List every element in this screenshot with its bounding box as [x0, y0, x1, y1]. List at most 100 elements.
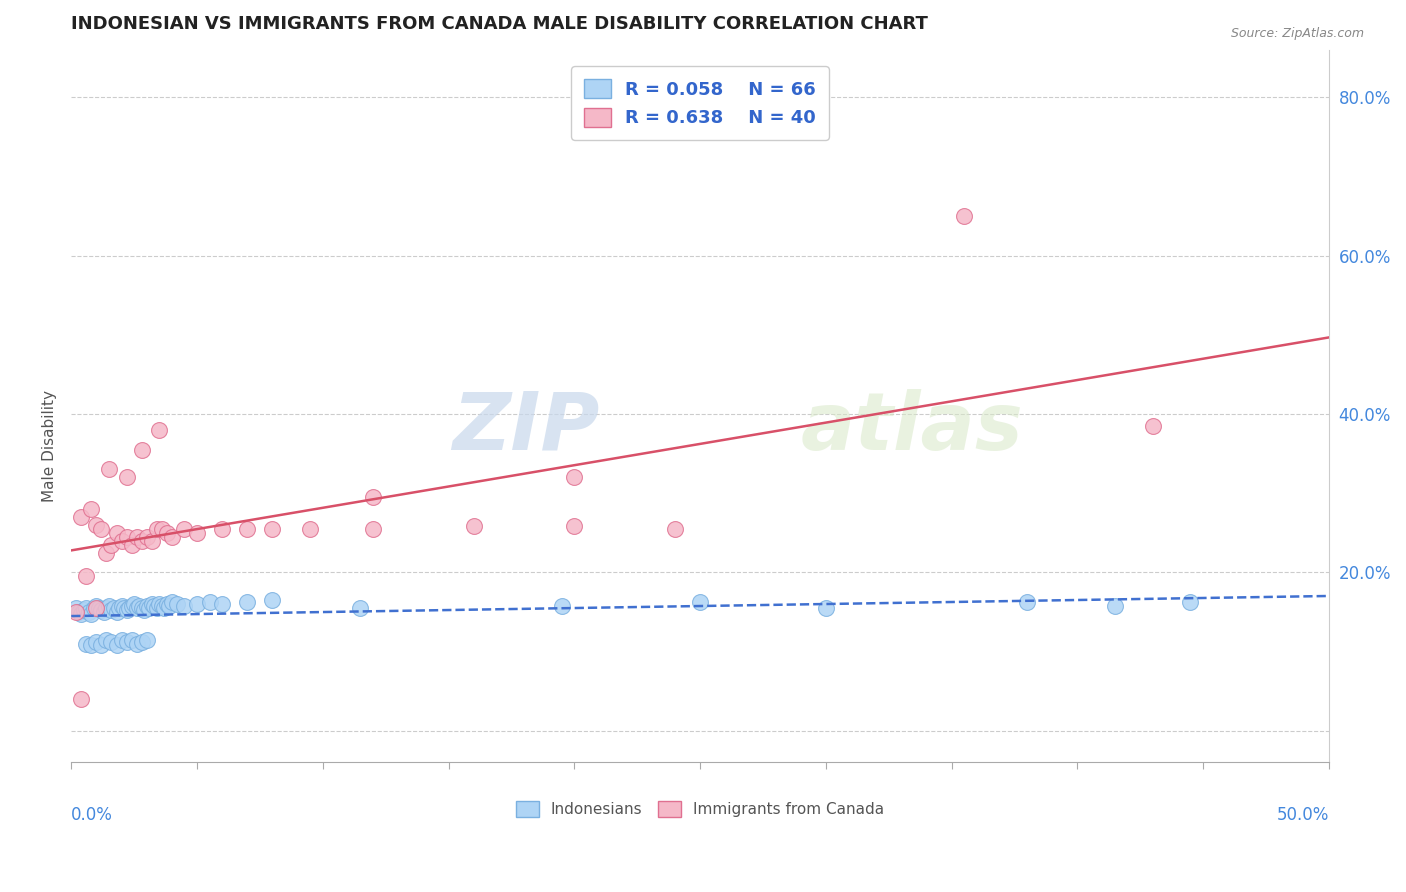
Point [262, 522, 284, 536]
Point [131, 533, 153, 548]
Point [349, 601, 371, 615]
Point [110, 599, 132, 613]
Point [65, 605, 87, 619]
Point [1142, 418, 1164, 433]
Point [115, 530, 138, 544]
Point [150, 599, 173, 613]
Point [128, 599, 150, 613]
Point [96, 546, 118, 560]
Point [112, 601, 135, 615]
Point [150, 522, 173, 536]
Point [122, 597, 145, 611]
Point [141, 597, 163, 611]
Point [361, 490, 384, 504]
Point [93, 605, 115, 619]
Point [664, 522, 686, 536]
Point [166, 597, 188, 611]
Point [86, 517, 108, 532]
Point [953, 209, 976, 223]
Point [160, 595, 183, 609]
Point [145, 601, 167, 615]
Point [135, 530, 157, 544]
Text: 0.0%: 0.0% [72, 806, 112, 824]
Point [135, 632, 157, 647]
Point [105, 638, 128, 652]
Point [157, 599, 180, 613]
Point [148, 423, 170, 437]
Point [141, 533, 163, 548]
Point [115, 635, 138, 649]
Point [131, 601, 153, 615]
Point [73, 603, 96, 617]
Point [75, 601, 97, 615]
Point [262, 593, 284, 607]
Point [131, 442, 153, 457]
Point [67, 605, 90, 619]
Point [689, 595, 711, 609]
Point [299, 522, 322, 536]
Point [211, 597, 233, 611]
Point [83, 601, 105, 615]
Point [103, 601, 125, 615]
Point [121, 632, 143, 647]
Point [80, 638, 103, 652]
Point [173, 522, 195, 536]
Point [110, 632, 132, 647]
Point [550, 599, 572, 613]
Text: 50.0%: 50.0% [1277, 806, 1329, 824]
Point [70, 510, 93, 524]
Point [100, 538, 122, 552]
Point [75, 637, 97, 651]
Point [135, 599, 157, 613]
Point [148, 597, 170, 611]
Legend: Indonesians, Immigrants from Canada: Indonesians, Immigrants from Canada [506, 792, 893, 826]
Text: ZIP: ZIP [453, 389, 599, 467]
Point [211, 522, 233, 536]
Point [70, 692, 93, 706]
Point [86, 601, 108, 615]
Point [562, 519, 585, 533]
Point [115, 470, 138, 484]
Point [173, 599, 195, 613]
Point [125, 530, 148, 544]
Point [80, 502, 103, 516]
Point [1104, 599, 1126, 613]
Point [143, 599, 166, 613]
Point [153, 601, 176, 615]
Point [105, 525, 128, 540]
Point [86, 599, 108, 613]
Point [145, 522, 167, 536]
Point [105, 605, 128, 619]
Point [100, 603, 122, 617]
Point [131, 635, 153, 649]
Point [186, 525, 208, 540]
Point [156, 597, 179, 611]
Point [138, 601, 160, 615]
Point [90, 638, 112, 652]
Point [118, 601, 141, 615]
Point [1015, 595, 1038, 609]
Point [1180, 595, 1202, 609]
Point [65, 601, 87, 615]
Point [98, 599, 121, 613]
Point [160, 530, 183, 544]
Point [463, 519, 485, 533]
Point [361, 522, 384, 536]
Point [121, 538, 143, 552]
Text: Male Disability: Male Disability [42, 390, 56, 502]
Point [90, 522, 112, 536]
Point [134, 603, 156, 617]
Point [90, 603, 112, 617]
Point [236, 522, 259, 536]
Point [108, 601, 131, 615]
Text: Source: ZipAtlas.com: Source: ZipAtlas.com [1230, 27, 1364, 40]
Point [98, 462, 121, 476]
Point [96, 601, 118, 615]
Point [186, 597, 208, 611]
Point [80, 607, 103, 621]
Point [156, 525, 179, 540]
Text: INDONESIAN VS IMMIGRANTS FROM CANADA MALE DISABILITY CORRELATION CHART: INDONESIAN VS IMMIGRANTS FROM CANADA MAL… [72, 15, 928, 33]
Point [75, 569, 97, 583]
Point [110, 533, 132, 548]
Point [121, 599, 143, 613]
